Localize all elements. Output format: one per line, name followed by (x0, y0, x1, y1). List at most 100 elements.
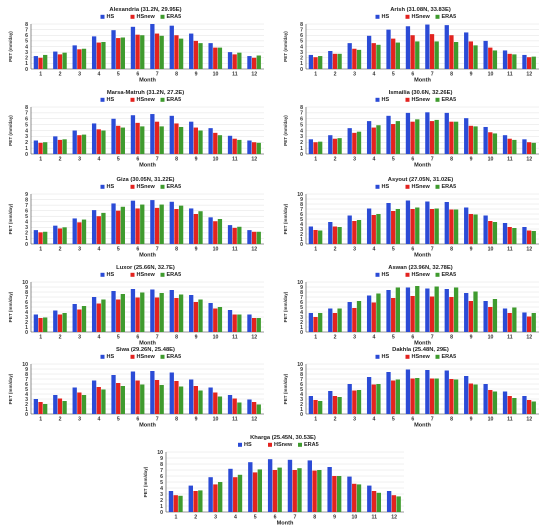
bar (81, 219, 87, 244)
bar (178, 294, 184, 332)
bar (483, 215, 488, 244)
bar (217, 396, 223, 414)
bar (135, 297, 140, 332)
x-tick-label: 9 (195, 335, 198, 341)
legend-label: HSnew (137, 97, 156, 103)
bar (169, 25, 174, 69)
y-tick-label: 5 (25, 214, 28, 220)
legend-swatch (375, 14, 380, 19)
bar (386, 203, 391, 244)
bar (150, 289, 155, 332)
y-tick-label: 7 (300, 377, 303, 383)
x-tick-label: 10 (488, 157, 494, 163)
bar (217, 47, 223, 69)
bar (307, 460, 312, 512)
bar (352, 132, 357, 154)
bar (159, 126, 164, 154)
bar (33, 56, 39, 69)
bar (507, 227, 512, 244)
x-tick-label: 7 (156, 72, 159, 78)
bar (531, 401, 536, 414)
bar (444, 112, 449, 154)
bar (371, 215, 376, 244)
x-tick-label: 1 (314, 247, 317, 253)
x-tick-label: 9 (470, 72, 473, 78)
legend-label: HSnew (412, 272, 431, 278)
bar (101, 212, 106, 244)
bar (57, 139, 63, 154)
legend-swatch (100, 272, 105, 277)
bar (386, 372, 391, 414)
x-tick-label: 11 (372, 515, 378, 521)
legend-swatch (435, 272, 440, 277)
bar (492, 222, 498, 244)
bar (233, 477, 238, 512)
bar (96, 129, 101, 154)
x-axis-label: Month (414, 341, 431, 347)
bar (522, 139, 527, 154)
bar (198, 130, 203, 154)
bar (77, 49, 82, 69)
x-tick-label: 4 (98, 335, 101, 341)
bar (328, 222, 333, 244)
y-tick-label: 2 (300, 232, 303, 238)
bar (347, 128, 352, 154)
y-tick-label: 2 (300, 402, 303, 408)
bar (116, 210, 121, 244)
x-tick-label: 3 (353, 72, 356, 78)
bar (188, 485, 193, 512)
x-axis-label: Month (139, 163, 156, 169)
bar (507, 138, 512, 154)
bar (189, 121, 194, 154)
bar (425, 201, 430, 244)
bar (434, 119, 439, 154)
y-tick-label: 1 (25, 407, 28, 413)
bar (91, 123, 97, 154)
bar (512, 307, 517, 332)
x-axis-label: Month (414, 163, 431, 169)
bar (292, 470, 297, 512)
x-tick-label: 3 (78, 72, 81, 78)
y-tick-label: 7 (300, 27, 303, 33)
bar (425, 112, 430, 154)
bar (444, 202, 449, 244)
bar (453, 42, 459, 69)
x-tick-label: 8 (450, 417, 453, 423)
x-tick-label: 4 (98, 417, 101, 423)
bar (174, 209, 179, 244)
bar (313, 142, 318, 154)
x-tick-label: 12 (526, 157, 532, 163)
bar (77, 392, 82, 414)
bar (512, 54, 517, 69)
bar (38, 57, 43, 69)
chart-panel: Luxor (25.66N, 32.7E)HS HSnew ERA501234567… (8, 265, 264, 347)
x-tick-label: 6 (411, 157, 414, 163)
bar (332, 313, 338, 332)
x-tick-label: 5 (117, 417, 120, 423)
x-tick-label: 7 (431, 157, 434, 163)
bar (53, 310, 58, 332)
x-tick-label: 3 (78, 157, 81, 163)
bar (247, 140, 252, 154)
y-tick-label: 1 (25, 325, 28, 331)
x-tick-label: 9 (470, 157, 473, 163)
y-tick-label: 8 (25, 372, 28, 378)
bar (376, 214, 381, 244)
bar (526, 230, 532, 244)
bar (453, 121, 459, 154)
bar (248, 462, 253, 512)
bar (116, 38, 121, 69)
y-tick-label: 7 (25, 111, 28, 117)
bar (531, 142, 536, 154)
bar (217, 307, 223, 332)
x-tick-label: 5 (392, 335, 395, 341)
bar (526, 316, 532, 332)
bar (425, 370, 430, 414)
bar (531, 56, 536, 69)
y-axis-label: PET (mm/day) (8, 291, 13, 322)
bar (169, 372, 174, 414)
x-tick-label: 4 (373, 335, 376, 341)
bar (154, 121, 160, 154)
x-tick-label: 11 (232, 247, 238, 253)
x-tick-label: 3 (353, 335, 356, 341)
